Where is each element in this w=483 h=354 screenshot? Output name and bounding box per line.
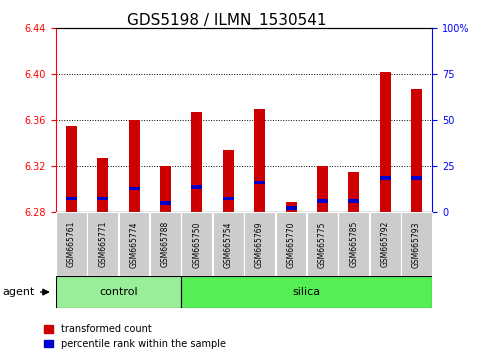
Bar bbox=[191, 112, 202, 212]
Bar bbox=[66, 126, 77, 212]
Text: GSM665754: GSM665754 bbox=[224, 221, 233, 268]
Bar bbox=[317, 166, 328, 212]
Bar bbox=[128, 120, 140, 212]
Text: GSM665775: GSM665775 bbox=[318, 221, 327, 268]
Bar bbox=[223, 197, 234, 200]
Bar bbox=[348, 172, 359, 212]
Bar bbox=[191, 185, 202, 189]
Bar bbox=[97, 158, 108, 212]
FancyBboxPatch shape bbox=[213, 212, 243, 276]
FancyBboxPatch shape bbox=[339, 212, 369, 276]
Text: agent: agent bbox=[3, 287, 35, 297]
Bar bbox=[128, 187, 140, 190]
Text: GSM665793: GSM665793 bbox=[412, 221, 421, 268]
Text: silica: silica bbox=[293, 287, 321, 297]
FancyBboxPatch shape bbox=[56, 212, 86, 276]
Bar bbox=[97, 197, 108, 200]
Text: GSM665761: GSM665761 bbox=[67, 221, 76, 268]
Bar bbox=[160, 201, 171, 205]
FancyBboxPatch shape bbox=[56, 276, 181, 308]
Legend: transformed count, percentile rank within the sample: transformed count, percentile rank withi… bbox=[43, 324, 226, 349]
Text: GSM665788: GSM665788 bbox=[161, 221, 170, 267]
Bar bbox=[285, 206, 297, 210]
FancyBboxPatch shape bbox=[87, 212, 118, 276]
Bar bbox=[66, 197, 77, 200]
Bar bbox=[254, 181, 265, 184]
Text: GSM665774: GSM665774 bbox=[129, 221, 139, 268]
Bar bbox=[160, 166, 171, 212]
Bar bbox=[380, 176, 391, 179]
Text: control: control bbox=[99, 287, 138, 297]
FancyBboxPatch shape bbox=[182, 212, 212, 276]
Bar bbox=[411, 176, 422, 179]
Text: GDS5198 / ILMN_1530541: GDS5198 / ILMN_1530541 bbox=[127, 12, 327, 29]
Bar bbox=[223, 150, 234, 212]
Text: GSM665750: GSM665750 bbox=[192, 221, 201, 268]
Bar bbox=[254, 109, 265, 212]
Bar bbox=[317, 199, 328, 202]
Text: GSM665792: GSM665792 bbox=[381, 221, 390, 268]
FancyBboxPatch shape bbox=[307, 212, 338, 276]
FancyBboxPatch shape bbox=[181, 276, 432, 308]
FancyBboxPatch shape bbox=[401, 212, 432, 276]
Text: GSM665769: GSM665769 bbox=[255, 221, 264, 268]
FancyBboxPatch shape bbox=[150, 212, 181, 276]
Bar bbox=[380, 72, 391, 212]
Text: GSM665770: GSM665770 bbox=[286, 221, 296, 268]
Bar bbox=[411, 89, 422, 212]
Text: GSM665785: GSM665785 bbox=[349, 221, 358, 268]
FancyBboxPatch shape bbox=[276, 212, 306, 276]
Bar bbox=[285, 202, 297, 212]
Bar bbox=[348, 199, 359, 202]
FancyBboxPatch shape bbox=[244, 212, 275, 276]
FancyBboxPatch shape bbox=[119, 212, 149, 276]
Text: GSM665771: GSM665771 bbox=[98, 221, 107, 268]
FancyBboxPatch shape bbox=[370, 212, 400, 276]
